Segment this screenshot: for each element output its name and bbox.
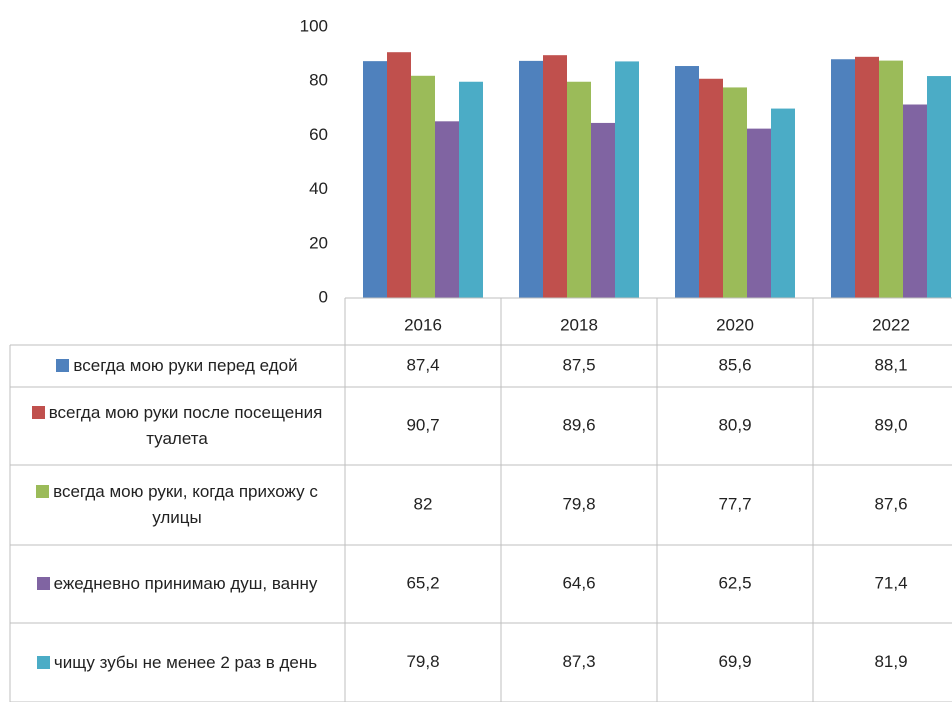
bar xyxy=(459,81,483,298)
y-tick-label: 0 xyxy=(319,287,328,306)
bar xyxy=(723,87,747,298)
table-value: 85,6 xyxy=(718,355,751,374)
legend-label: всегда мою руки перед едой xyxy=(73,356,298,375)
table-value: 65,2 xyxy=(406,573,439,592)
legend-label: чищу зубы не менее 2 раз в день xyxy=(53,652,318,672)
legend-entry: всегда мою руки перед едой xyxy=(12,345,342,387)
y-tick-label: 40 xyxy=(309,179,328,198)
x-tick-label: 2016 xyxy=(404,315,442,334)
table-value: 87,6 xyxy=(874,494,907,513)
table-value: 89,6 xyxy=(562,415,595,434)
legend-text: всегда мою руки перед едой xyxy=(56,353,298,379)
legend-entry: ежедневно принимаю душ, ванну xyxy=(12,545,342,623)
bar xyxy=(435,121,459,298)
bar xyxy=(879,60,903,298)
bar xyxy=(363,61,387,299)
bar xyxy=(675,66,699,298)
table-value: 71,4 xyxy=(874,573,907,592)
table-value: 87,5 xyxy=(562,355,595,374)
table-value: 87,4 xyxy=(406,355,439,374)
legend-label: всегда мою руки после посещения туалета xyxy=(48,403,323,448)
y-tick-label: 100 xyxy=(300,16,328,35)
legend-label: ежедневно принимаю душ, ванну xyxy=(53,574,318,593)
y-tick-label: 80 xyxy=(309,71,328,90)
x-tick-label: 2020 xyxy=(716,315,754,334)
table-value: 77,7 xyxy=(718,494,751,513)
bar xyxy=(567,81,591,298)
table-value: 64,6 xyxy=(562,573,595,592)
legend-swatch xyxy=(36,655,50,669)
legend-text: всегда мою руки, когда прихожу с улицы xyxy=(12,479,342,531)
table-value: 80,9 xyxy=(718,415,751,434)
legend-swatch xyxy=(36,485,50,498)
legend-swatch xyxy=(36,577,50,590)
table-value: 79,8 xyxy=(406,652,439,671)
legend-swatch xyxy=(56,359,70,372)
bar xyxy=(903,104,927,298)
bar xyxy=(927,76,951,299)
table-value: 88,1 xyxy=(874,355,907,374)
bar xyxy=(615,61,639,299)
legend-text: всегда мою руки после посещения туалета xyxy=(12,400,342,452)
table-value: 87,3 xyxy=(562,652,595,671)
bar xyxy=(831,59,855,299)
legend-swatch xyxy=(31,406,45,419)
legend-label: всегда мою руки, когда прихожу с улицы xyxy=(53,482,318,527)
bar xyxy=(699,78,723,298)
table-value: 79,8 xyxy=(562,494,595,513)
bar xyxy=(543,55,567,299)
bar xyxy=(591,122,615,299)
bar xyxy=(411,75,435,298)
legend-entry: всегда мою руки после посещения туалета xyxy=(12,387,342,465)
legend-text: ежедневно принимаю душ, ванну xyxy=(36,571,318,597)
legend-entry: всегда мою руки, когда прихожу с улицы xyxy=(12,465,342,545)
bar xyxy=(387,52,411,298)
x-tick-label: 2018 xyxy=(560,315,598,334)
bar xyxy=(855,56,879,299)
legend-entry: чищу зубы не менее 2 раз в день xyxy=(12,623,342,702)
table-value: 90,7 xyxy=(406,415,439,434)
table-value: 69,9 xyxy=(718,652,751,671)
table-value: 62,5 xyxy=(718,573,751,592)
table-value: 81,9 xyxy=(874,652,907,671)
bar xyxy=(519,60,543,298)
x-tick-label: 2022 xyxy=(872,315,910,334)
y-tick-label: 60 xyxy=(309,125,328,144)
y-tick-label: 20 xyxy=(309,233,328,252)
bar xyxy=(747,128,771,298)
bar xyxy=(771,108,795,298)
table-value: 89,0 xyxy=(874,415,907,434)
table-value: 82 xyxy=(414,494,433,513)
legend-text: чищу зубы не менее 2 раз в день xyxy=(36,650,318,676)
